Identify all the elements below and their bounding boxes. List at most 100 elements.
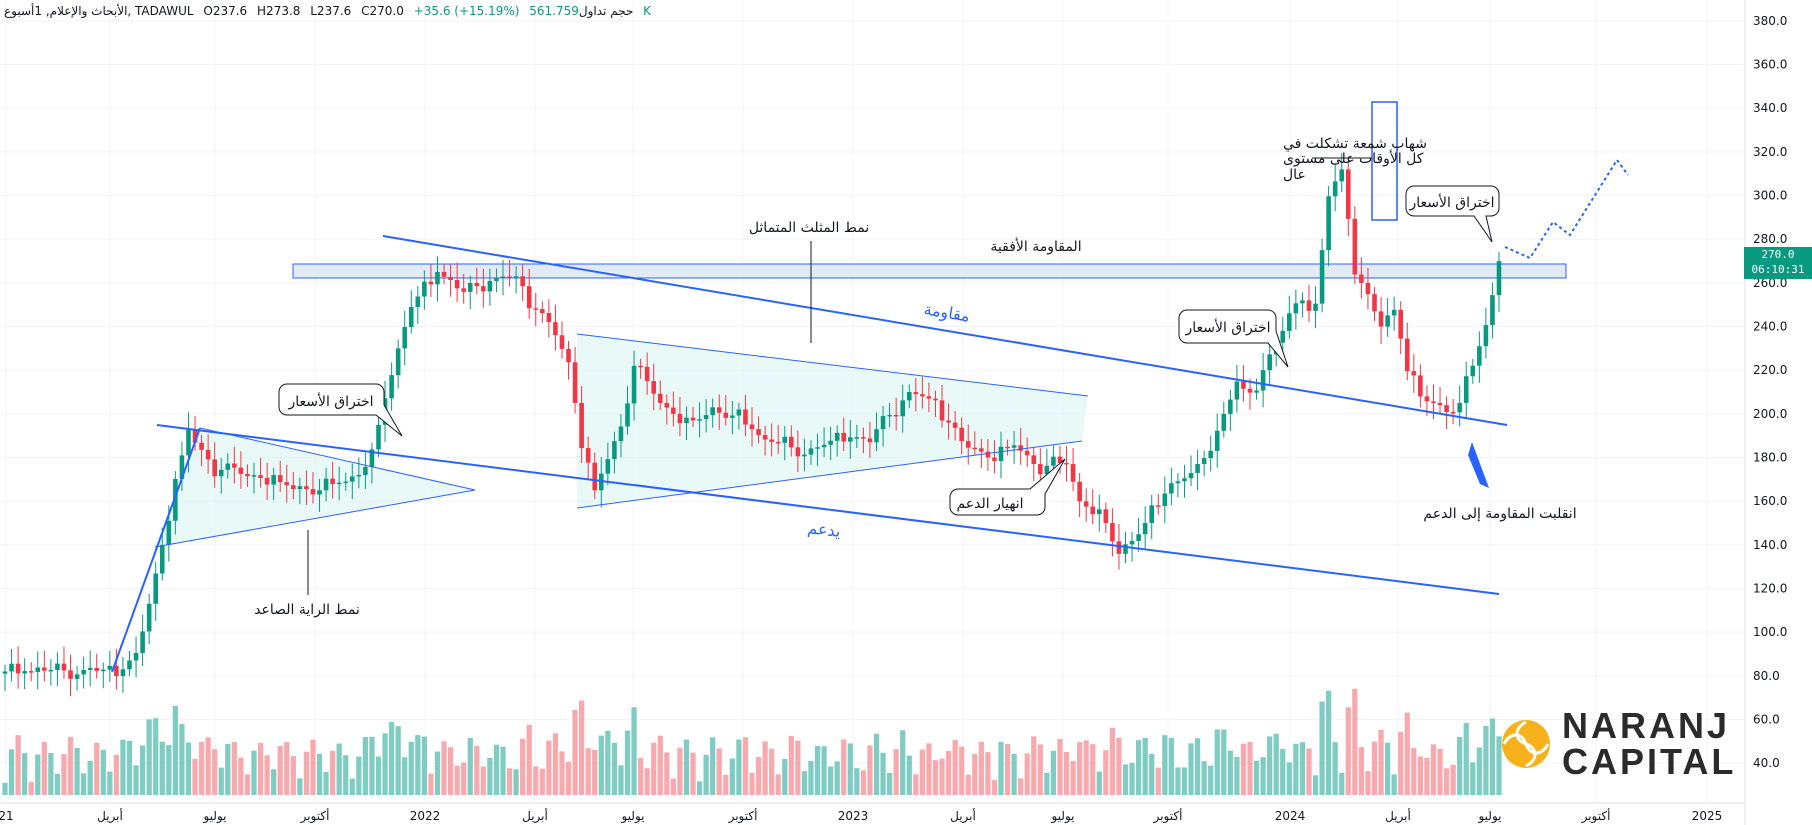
candle-body: [356, 475, 362, 477]
volume-bar: [1476, 747, 1482, 795]
candle-body: [500, 276, 506, 278]
volume-bar: [402, 757, 408, 795]
volume-bar: [277, 746, 283, 795]
volume-bar: [533, 766, 539, 795]
candle-body: [710, 407, 715, 416]
candle-body: [690, 417, 696, 421]
candle-body: [1404, 338, 1410, 372]
volume-bar: [847, 743, 853, 795]
candle-body: [998, 446, 1004, 462]
y-tick-label: 120.0: [1753, 582, 1787, 596]
volume-bar: [1214, 729, 1220, 795]
volume-bar: [821, 746, 827, 795]
label-flip: انقلبت المقاومة إلى الدعم: [1423, 506, 1576, 522]
candle-body: [435, 271, 440, 285]
volume-bar: [1496, 736, 1502, 795]
symbol-info[interactable]: الأبحاث والإعلام, 1أسبوع, TADAWUL: [4, 4, 194, 18]
candle-body: [1024, 450, 1030, 456]
volume-bar: [1188, 743, 1194, 795]
candle-body: [395, 348, 401, 376]
x-tick-label: أكتوبر: [1153, 808, 1183, 824]
volume-bar: [1286, 762, 1292, 795]
volume-bar: [710, 737, 716, 795]
candle-body: [769, 439, 774, 442]
candle-body: [15, 663, 21, 674]
candle-body: [9, 663, 14, 672]
time-axis[interactable]: 21 أبريل يوليو أكتوبر 2022 أبريل يوليو أكتوبر 20…: [0, 802, 1745, 824]
volume-bar: [1116, 737, 1122, 795]
candle-body: [861, 437, 866, 439]
volume-bar: [1424, 757, 1430, 795]
candle-body: [336, 482, 342, 485]
candle-body: [42, 667, 47, 671]
candle-body: [2, 671, 8, 674]
candle-body: [291, 485, 296, 490]
candle-body: [730, 415, 735, 418]
candle-body: [802, 454, 807, 457]
candle-body: [1011, 445, 1017, 448]
volume-bar: [1437, 748, 1443, 795]
candle-body: [389, 375, 394, 399]
volume-bar: [22, 753, 28, 795]
chart-header: الأبحاث والإعلام, 1أسبوع, TADAWUL O237.6…: [4, 4, 657, 18]
volume-bar: [873, 733, 880, 795]
volume-bar: [1050, 750, 1057, 795]
candle-body: [946, 420, 951, 423]
volume-bar: [1122, 764, 1129, 795]
volume-bar: [1109, 727, 1116, 795]
candle-body: [74, 674, 80, 679]
volume-bar: [1168, 737, 1174, 795]
volume-bar: [585, 748, 591, 795]
volume-bar: [1004, 743, 1011, 795]
volume-bar: [1339, 772, 1345, 795]
volume-bar: [1155, 767, 1161, 795]
volume-bar: [218, 767, 224, 795]
volume-bar: [225, 744, 231, 795]
volume-bar: [762, 741, 768, 795]
candle-body: [1477, 346, 1482, 366]
volume-bar: [120, 739, 126, 795]
volume-bar: [1037, 744, 1043, 795]
volume-bar: [716, 748, 722, 795]
candle-body: [133, 653, 139, 661]
volume-bar: [441, 741, 447, 795]
candle-body: [1287, 313, 1292, 331]
label-resistance: مقاومة: [922, 299, 971, 326]
logo-line-2: CAPITAL: [1562, 741, 1737, 782]
candle-body: [363, 466, 368, 475]
candle-body: [841, 432, 847, 442]
candle-body: [1038, 464, 1043, 475]
volume-bar: [1384, 742, 1391, 795]
volume-bar: [854, 768, 860, 795]
candle-body: [422, 281, 427, 297]
candle-body: [657, 393, 663, 403]
volume-bar: [303, 751, 310, 795]
candle-body: [87, 667, 93, 671]
candle-body: [638, 365, 643, 368]
candle-body: [1306, 300, 1312, 311]
candle-body: [107, 665, 113, 670]
volume-bar: [198, 741, 205, 795]
volume-bar: [1149, 753, 1155, 795]
candle-body: [553, 322, 558, 336]
candle-body: [1313, 303, 1318, 311]
candle-body: [114, 665, 119, 677]
candle-body: [153, 573, 159, 604]
volume-bar: [598, 735, 604, 795]
trend-lines: [111, 101, 1629, 673]
label-breakout-3: اختراق الأسعار: [1408, 193, 1494, 211]
volume-bar: [113, 754, 120, 795]
x-tick-label: أبريل: [950, 808, 976, 824]
candle-body: [1260, 370, 1266, 391]
volume-bar: [1031, 736, 1037, 795]
volume-bar: [1260, 757, 1266, 795]
volume-bar: [526, 725, 532, 795]
volume-bar: [965, 774, 971, 795]
candle-body: [349, 476, 355, 482]
price-axis[interactable]: 380.0 360.0 340.0 320.0 300.0 280.0 260.0 240.0…: [1744, 0, 1812, 825]
y-tick-label: 340.0: [1753, 101, 1787, 115]
flag-pattern-fill: [155, 428, 475, 547]
volume-bar: [493, 744, 500, 795]
volume-bar: [264, 755, 270, 795]
